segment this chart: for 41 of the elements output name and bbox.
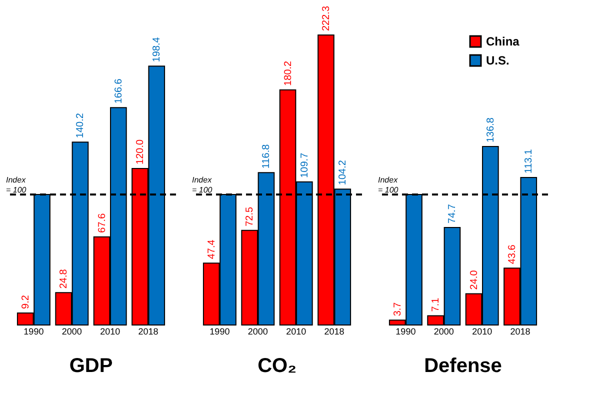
x-tick-label: 2018 — [324, 326, 344, 336]
data-label: 180.2 — [282, 60, 294, 86]
ref-line-label: Index = 100 — [378, 176, 399, 195]
text: Defense — [424, 355, 502, 377]
data-label: 104.2 — [338, 160, 349, 186]
ref-line-label: Index = 100 — [6, 176, 27, 195]
data-label: 109.7 — [299, 152, 310, 178]
data-label: 113.1 — [524, 148, 535, 174]
data-label: 67.6 — [96, 212, 108, 233]
ref-line-label: Index = 100 — [192, 176, 213, 195]
x-tick-label: 2000 — [62, 326, 82, 336]
x-tick-label: 2000 — [248, 326, 268, 336]
data-label: 166.6 — [113, 78, 124, 104]
legend-label: U.S. — [486, 54, 510, 68]
data-label: 72.5 — [244, 206, 256, 226]
data-label: 9.2 — [20, 294, 32, 309]
x-tick-label: 2010 — [100, 326, 120, 336]
data-label: 140.2 — [75, 112, 86, 138]
data-label: 7.1 — [430, 297, 442, 312]
x-tick-label: 1990 — [210, 326, 230, 336]
text: GDP — [69, 355, 113, 377]
x-tick-label: 2000 — [434, 326, 454, 336]
x-tick-label: 2018 — [510, 326, 530, 336]
data-label: 43.6 — [506, 244, 518, 264]
data-label: 136.8 — [485, 117, 496, 143]
data-label: 198.4 — [152, 36, 163, 62]
data-label: 24.8 — [58, 268, 70, 289]
data-label: 222.3 — [320, 6, 332, 31]
x-tick-label: 2018 — [138, 326, 158, 336]
x-tick-label: 1990 — [24, 326, 44, 336]
text: CO₂ — [258, 355, 296, 377]
data-label: 3.7 — [392, 302, 404, 316]
x-tick-label: 1990 — [396, 326, 416, 336]
data-label: 74.7 — [447, 204, 458, 224]
data-label: 24.0 — [468, 270, 480, 290]
legend-label: China — [486, 34, 520, 48]
data-label: 116.8 — [261, 144, 272, 169]
x-tick-label: 2010 — [286, 326, 306, 336]
data-label: 120.0 — [134, 138, 146, 164]
x-tick-label: 2010 — [472, 326, 492, 336]
data-label: 47.4 — [206, 239, 218, 260]
